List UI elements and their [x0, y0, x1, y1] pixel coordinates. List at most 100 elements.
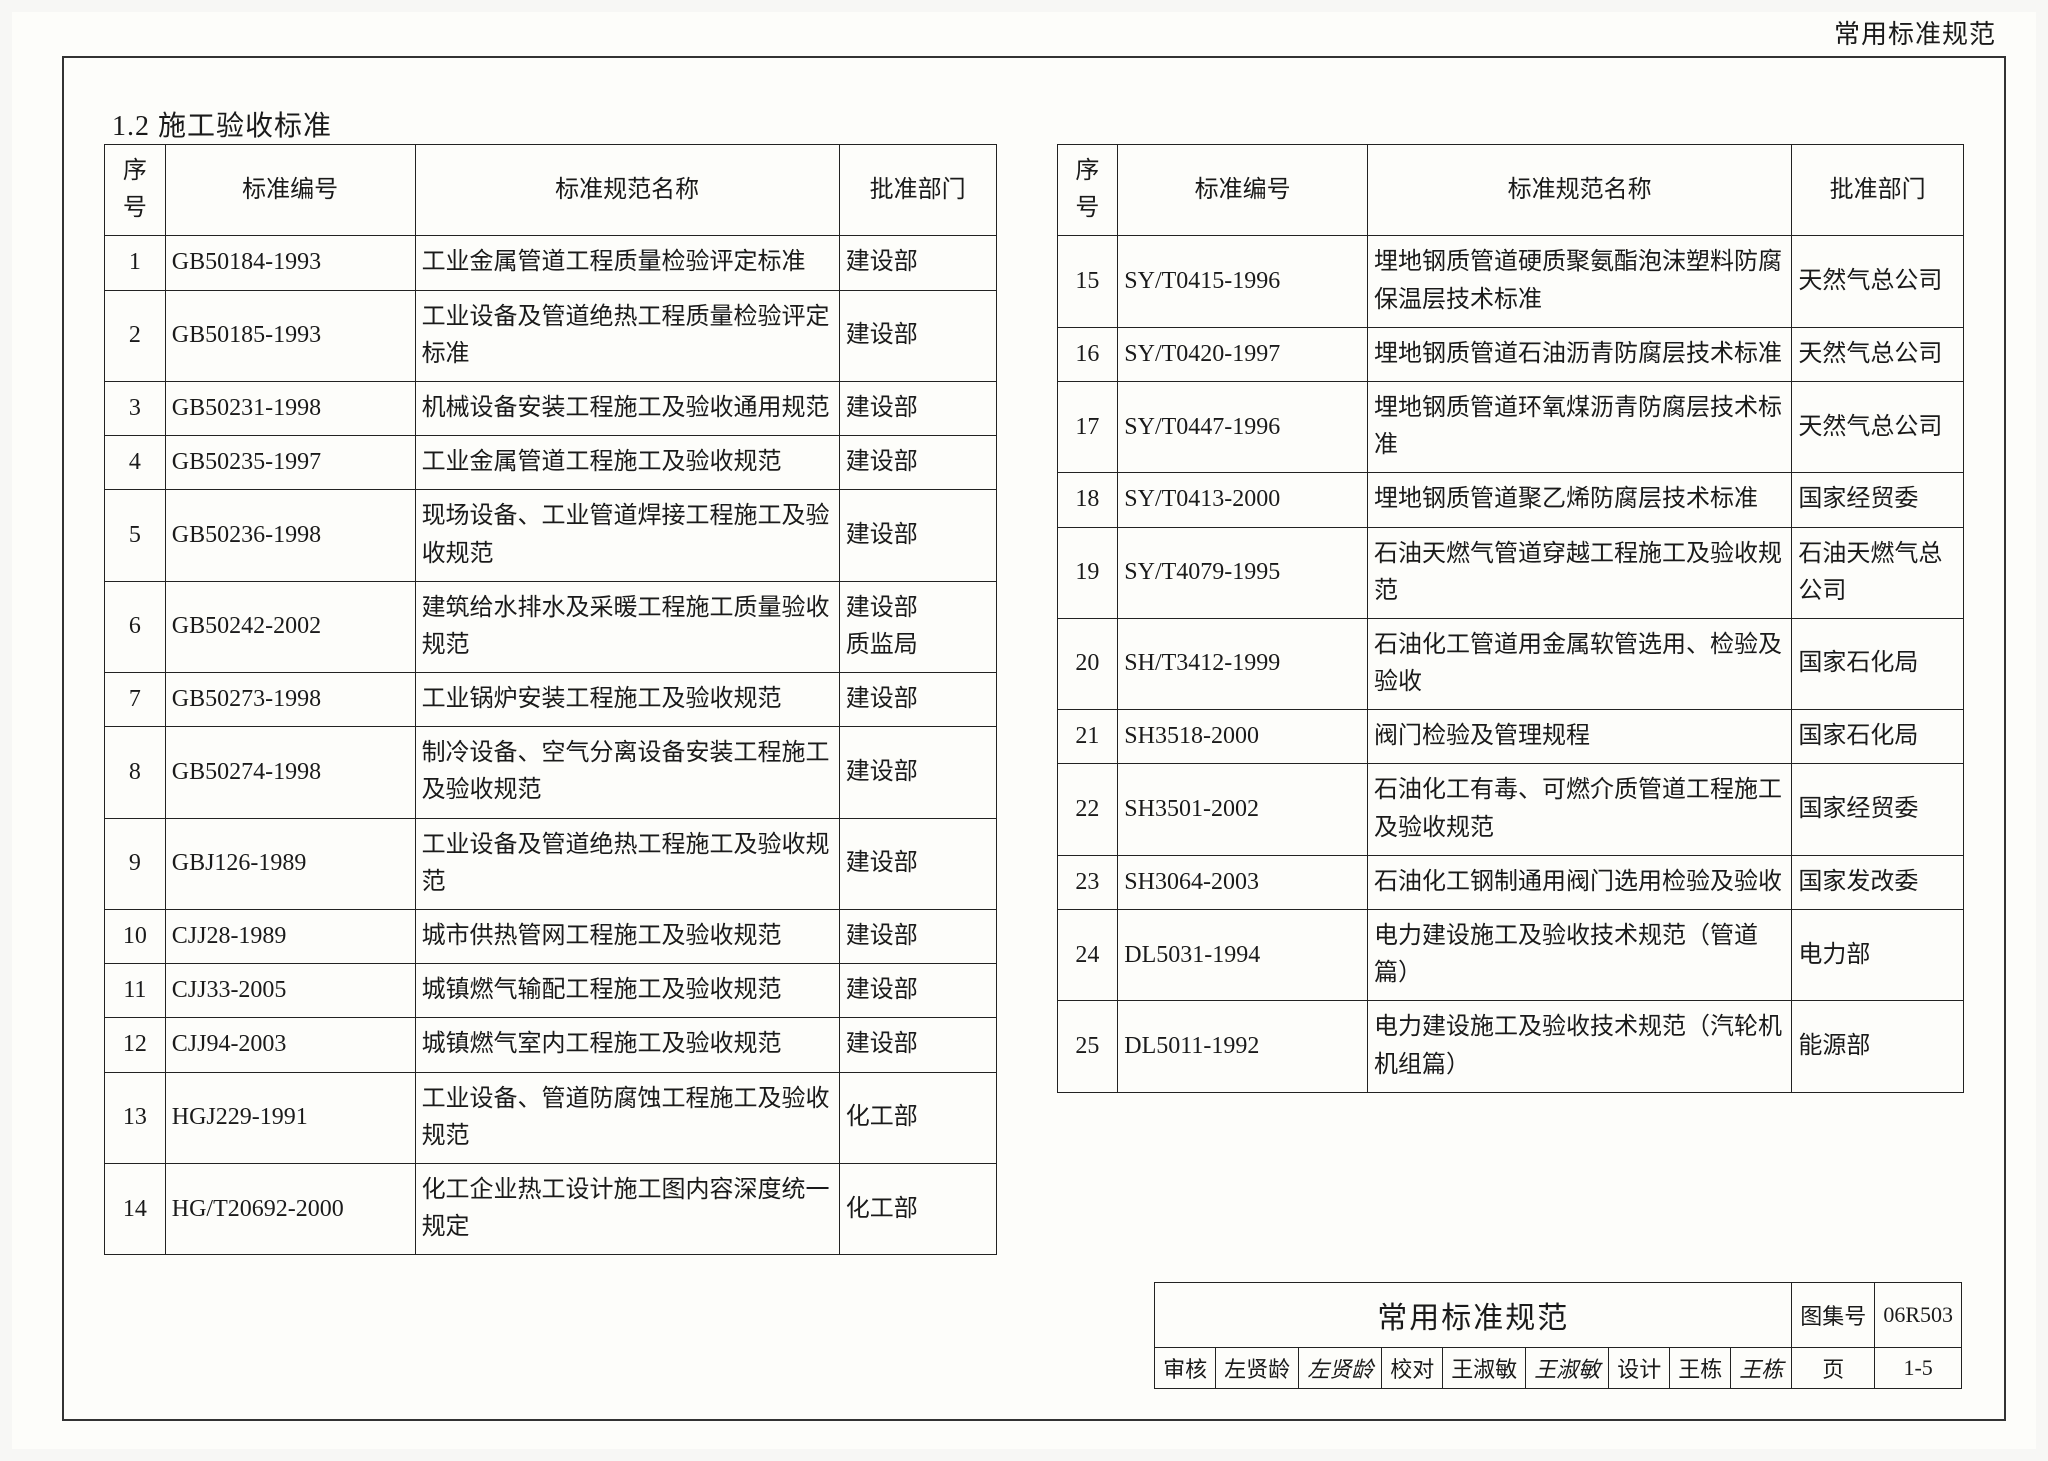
- cell-name: 工业设备、管道防腐蚀工程施工及验收规范: [415, 1072, 839, 1163]
- table-row: 5GB50236-1998现场设备、工业管道焊接工程施工及验收规范建设部: [105, 490, 997, 581]
- cell-name: 电力建设施工及验收技术规范（管道篇）: [1368, 910, 1792, 1001]
- page-number: 1-5: [1875, 1348, 1962, 1389]
- cell-code: GB50273-1998: [165, 673, 415, 727]
- cell-seq: 12: [105, 1018, 166, 1072]
- table-header-row: 序号 标准编号 标准规范名称 批准部门: [1057, 145, 1963, 236]
- cell-seq: 15: [1057, 236, 1118, 327]
- cell-dept: 建设部: [839, 436, 996, 490]
- design-signature: 王栋: [1731, 1348, 1792, 1389]
- col-header-seq: 序号: [105, 145, 166, 236]
- table-row: 3GB50231-1998机械设备安装工程施工及验收通用规范建设部: [105, 381, 997, 435]
- cell-seq: 18: [1057, 473, 1118, 527]
- running-header: 常用标准规范: [1834, 14, 1996, 51]
- cell-seq: 9: [105, 818, 166, 909]
- col-header-name: 标准规范名称: [1368, 145, 1792, 236]
- cell-code: SY/T0420-1997: [1118, 327, 1368, 381]
- cell-dept: 国家经贸委: [1792, 473, 1964, 527]
- cell-code: GB50242-2002: [165, 581, 415, 672]
- cell-seq: 1: [105, 236, 166, 290]
- cell-seq: 14: [105, 1163, 166, 1254]
- cell-name: 埋地钢质管道聚乙烯防腐层技术标准: [1368, 473, 1792, 527]
- cell-name: 工业设备及管道绝热工程质量检验评定标准: [415, 290, 839, 381]
- col-header-dept: 批准部门: [839, 145, 996, 236]
- cell-dept: 能源部: [1792, 1001, 1964, 1092]
- cell-dept: 国家石化局: [1792, 618, 1964, 709]
- cell-seq: 24: [1057, 910, 1118, 1001]
- cell-seq: 21: [1057, 710, 1118, 764]
- design-label: 设计: [1609, 1348, 1670, 1389]
- atlas-number: 06R503: [1875, 1283, 1962, 1348]
- cell-code: CJJ33-2005: [165, 964, 415, 1018]
- cell-name: 阀门检验及管理规程: [1368, 710, 1792, 764]
- check-name: 王淑敏: [1443, 1348, 1526, 1389]
- titleblock-row-title: 常用标准规范 图集号 06R503: [1155, 1283, 1962, 1348]
- cell-code: SH3501-2002: [1118, 764, 1368, 855]
- cell-name: 埋地钢质管道硬质聚氨酯泡沫塑料防腐保温层技术标准: [1368, 236, 1792, 327]
- cell-name: 机械设备安装工程施工及验收通用规范: [415, 381, 839, 435]
- standards-table-right: 序号 标准编号 标准规范名称 批准部门 15SY/T0415-1996埋地钢质管…: [1057, 144, 1964, 1093]
- cell-name: 埋地钢质管道石油沥青防腐层技术标准: [1368, 327, 1792, 381]
- cell-code: GB50274-1998: [165, 727, 415, 818]
- cell-dept: 建设部: [839, 818, 996, 909]
- cell-name: 石油化工钢制通用阀门选用检验及验收: [1368, 855, 1792, 909]
- cell-code: SY/T0415-1996: [1118, 236, 1368, 327]
- cell-code: GB50184-1993: [165, 236, 415, 290]
- cell-name: 工业金属管道工程质量检验评定标准: [415, 236, 839, 290]
- page-frame: 1.2 施工验收标准 序号 标准编号 标准规范名称 批准部门 1GB50184-…: [62, 56, 2006, 1421]
- table-row: 20SH/T3412-1999石油化工管道用金属软管选用、检验及验收国家石化局: [1057, 618, 1963, 709]
- table-row: 23SH3064-2003石油化工钢制通用阀门选用检验及验收国家发改委: [1057, 855, 1963, 909]
- col-header-code: 标准编号: [165, 145, 415, 236]
- cell-name: 城市供热管网工程施工及验收规范: [415, 910, 839, 964]
- cell-dept: 建设部: [839, 490, 996, 581]
- cell-name: 城镇燃气室内工程施工及验收规范: [415, 1018, 839, 1072]
- cell-dept: 化工部: [839, 1163, 996, 1254]
- cell-code: SY/T0447-1996: [1118, 381, 1368, 472]
- table-row: 14HG/T20692-2000化工企业热工设计施工图内容深度统一规定化工部: [105, 1163, 997, 1254]
- standards-table-left: 序号 标准编号 标准规范名称 批准部门 1GB50184-1993工业金属管道工…: [104, 144, 997, 1255]
- col-header-code: 标准编号: [1118, 145, 1368, 236]
- table-row: 21SH3518-2000阀门检验及管理规程国家石化局: [1057, 710, 1963, 764]
- cell-seq: 16: [1057, 327, 1118, 381]
- cell-code: GB50236-1998: [165, 490, 415, 581]
- cell-dept: 天然气总公司: [1792, 327, 1964, 381]
- cell-seq: 7: [105, 673, 166, 727]
- cell-seq: 5: [105, 490, 166, 581]
- cell-dept: 建设部: [839, 1018, 996, 1072]
- cell-name: 电力建设施工及验收技术规范（汽轮机机组篇）: [1368, 1001, 1792, 1092]
- cell-dept: 建设部: [839, 290, 996, 381]
- design-name: 王栋: [1670, 1348, 1731, 1389]
- cell-seq: 2: [105, 290, 166, 381]
- tables-container: 序号 标准编号 标准规范名称 批准部门 1GB50184-1993工业金属管道工…: [104, 144, 1964, 1255]
- cell-code: SH3518-2000: [1118, 710, 1368, 764]
- table-row: 24DL5031-1994电力建设施工及验收技术规范（管道篇）电力部: [1057, 910, 1963, 1001]
- atlas-label: 图集号: [1792, 1283, 1875, 1348]
- cell-dept: 建设部: [839, 964, 996, 1018]
- page-label: 页: [1792, 1348, 1875, 1389]
- page: 常用标准规范 1.2 施工验收标准 序号 标准编号 标准规范名称 批准部门 1G…: [12, 12, 2036, 1449]
- table-row: 7GB50273-1998工业锅炉安装工程施工及验收规范建设部: [105, 673, 997, 727]
- cell-dept: 电力部: [1792, 910, 1964, 1001]
- cell-dept: 化工部: [839, 1072, 996, 1163]
- col-header-dept: 批准部门: [1792, 145, 1964, 236]
- cell-dept: 石油天燃气总公司: [1792, 527, 1964, 618]
- table-row: 13HGJ229-1991工业设备、管道防腐蚀工程施工及验收规范化工部: [105, 1072, 997, 1163]
- cell-seq: 22: [1057, 764, 1118, 855]
- cell-code: GB50185-1993: [165, 290, 415, 381]
- cell-code: GBJ126-1989: [165, 818, 415, 909]
- cell-dept: 天然气总公司: [1792, 381, 1964, 472]
- table-row: 15SY/T0415-1996埋地钢质管道硬质聚氨酯泡沫塑料防腐保温层技术标准天…: [1057, 236, 1963, 327]
- review-label: 审核: [1155, 1348, 1216, 1389]
- cell-code: HG/T20692-2000: [165, 1163, 415, 1254]
- check-signature: 王淑敏: [1526, 1348, 1609, 1389]
- cell-dept: 建设部: [839, 727, 996, 818]
- cell-seq: 20: [1057, 618, 1118, 709]
- cell-seq: 3: [105, 381, 166, 435]
- table-row: 6GB50242-2002建筑给水排水及采暖工程施工质量验收规范建设部 质监局: [105, 581, 997, 672]
- cell-name: 石油天燃气管道穿越工程施工及验收规范: [1368, 527, 1792, 618]
- cell-name: 制冷设备、空气分离设备安装工程施工及验收规范: [415, 727, 839, 818]
- cell-dept: 建设部: [839, 910, 996, 964]
- cell-dept: 天然气总公司: [1792, 236, 1964, 327]
- cell-seq: 25: [1057, 1001, 1118, 1092]
- table-row: 9GBJ126-1989工业设备及管道绝热工程施工及验收规范建设部: [105, 818, 997, 909]
- table-header-row: 序号 标准编号 标准规范名称 批准部门: [105, 145, 997, 236]
